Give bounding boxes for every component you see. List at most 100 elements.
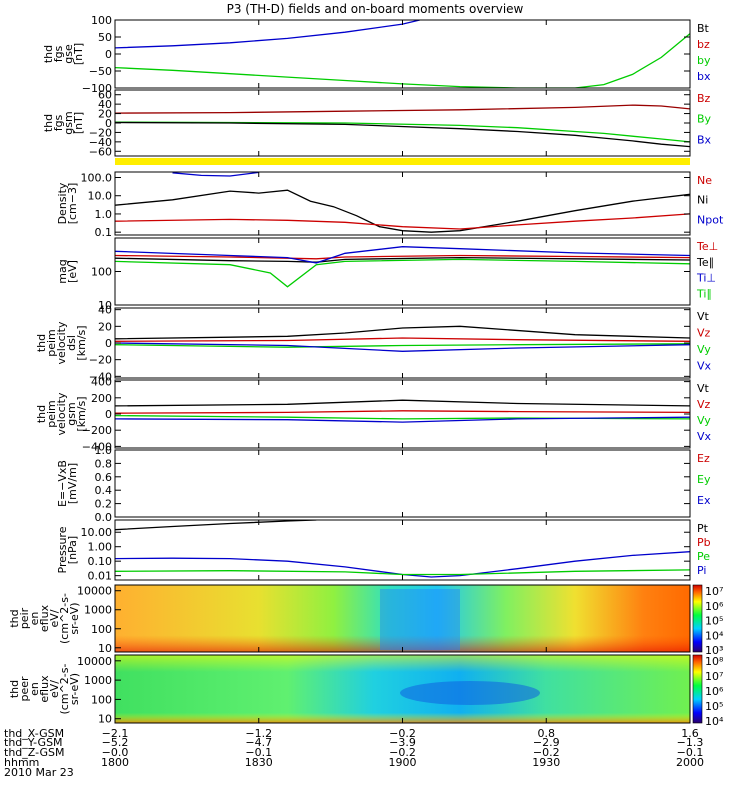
y-tick-label: 1000 <box>84 674 112 687</box>
ephemeris-row-label: hhmm <box>4 756 39 769</box>
y-tick-label: 0.4 <box>95 484 113 497</box>
y-tick-label: 100.0 <box>81 171 113 184</box>
y-axis-label: Density <box>56 182 69 224</box>
series-density-Npot <box>172 172 259 177</box>
series-velocity_dsl-Vx <box>115 342 690 352</box>
panel-frame <box>114 307 691 379</box>
legend-density: Ne <box>697 174 712 187</box>
plot-title: P3 (TH-D) fields and on-board moments ov… <box>227 2 524 16</box>
legend-density: Ni <box>697 194 708 207</box>
legend-velocity_dsl: Vz <box>697 327 711 340</box>
series-velocity_dsl-Vt <box>115 325 690 340</box>
series-fgs_gsm-Bz <box>115 104 690 114</box>
y-tick-label: 0.2 <box>95 498 113 511</box>
y-axis-label: [km/s] <box>75 396 88 431</box>
y-tick-label: 10.00 <box>81 526 113 539</box>
legend-fgs_gse: bz <box>697 38 710 51</box>
quality-flag-bar <box>115 158 690 165</box>
ephemeris-value: 2000 <box>676 756 704 769</box>
y-axis-label: fgs <box>52 114 65 131</box>
y-axis-label: en <box>28 612 41 626</box>
ephemeris-date: 2010 Mar 23 <box>4 766 74 779</box>
y-tick-label: 0.6 <box>95 471 113 484</box>
colorbar-label: 10⁴ <box>705 629 724 642</box>
series-fgs_gse-bx <box>115 20 420 49</box>
y-tick-label: −400 <box>82 440 112 453</box>
ephemeris-value: −0.0 <box>102 746 129 759</box>
series-velocity_gsm-Vt <box>115 399 690 407</box>
ephemeris-table: thd_X-GSM −2.1 −1.2 −0.2 0.8 1.6 thd_Y-GSM −5.2… <box>4 727 704 779</box>
y-axis-label: [nT] <box>72 112 85 134</box>
ephemeris-value: 0.8 <box>538 727 556 740</box>
y-tick-label: 20 <box>98 108 112 121</box>
ephemeris-value: 1830 <box>245 756 273 769</box>
y-axis-label: en <box>28 682 41 696</box>
y-tick-label: 40 <box>98 98 112 111</box>
y-axis-label: peir <box>18 607 31 629</box>
y-axis-label: (cm^2-s- <box>58 593 71 644</box>
ephemeris-row-label: thd_Z-GSM <box>4 746 64 759</box>
y-axis-label: fgs <box>52 45 65 62</box>
y-tick-label: −20 <box>89 354 112 367</box>
series-velocity_dsl-Vy <box>115 343 690 348</box>
y-axis-label: eflux <box>38 604 51 632</box>
y-tick-label: 1.0 <box>95 444 113 457</box>
y-axis-label: [km/s] <box>75 325 88 360</box>
y-axis-label: E=−VxB <box>56 460 69 507</box>
y-tick-label: −40 <box>89 136 112 149</box>
ephemeris-value: −2.9 <box>533 736 560 749</box>
legend-fgs_gse: Bt <box>697 22 710 35</box>
spectrogram-peer: 10000 1000 100 10 thdpeerenefluxeV/(cm^2-s-s… <box>8 654 724 728</box>
spectrogram-overlay <box>115 655 690 723</box>
y-tick-label: 200 <box>91 392 112 405</box>
colorbar-label: 10⁷ <box>705 585 723 598</box>
y-axis-label: thd <box>35 334 48 352</box>
y-tick-label: 10 <box>98 299 112 312</box>
legend-temp: Te⊥ <box>696 240 718 253</box>
spectrogram-low-flux <box>400 681 540 705</box>
legend-fgs_gse: bx <box>697 70 711 83</box>
series-density-Ne <box>115 213 690 230</box>
colorbar <box>692 654 703 724</box>
series-velocity_gsm-Vx <box>115 416 690 423</box>
legend-velocity_gsm: Vx <box>697 430 712 443</box>
legend-pressure: Pi <box>697 564 706 577</box>
y-axis-label: mag <box>56 259 69 283</box>
y-tick-label: −50 <box>89 65 112 78</box>
ephemeris-row-label: thd_X-GSM <box>4 727 64 740</box>
legend-velocity_gsm: Vz <box>697 398 711 411</box>
ephemeris-value: 1.6 <box>681 727 699 740</box>
ephemeris-value: −3.9 <box>389 736 416 749</box>
ephemeris-value: −0.1 <box>245 746 272 759</box>
y-axis-label: eflux <box>38 675 51 703</box>
spectrogram-low-flux <box>380 589 460 650</box>
panel-frame <box>114 171 691 236</box>
ephemeris-value: −0.1 <box>677 746 704 759</box>
y-tick-label: 10000 <box>77 585 112 598</box>
y-axis-label: thd <box>8 609 21 627</box>
y-tick-label: 0 <box>105 48 112 61</box>
legend-velocity_dsl: Vt <box>697 310 710 323</box>
ephemeris-value: −4.7 <box>245 736 272 749</box>
y-tick-label: 50 <box>98 31 112 44</box>
y-axis-label: gsm <box>65 402 78 425</box>
y-tick-label: −40 <box>89 370 112 383</box>
y-axis-label: [nPa] <box>66 536 79 564</box>
ephemeris-value: −0.2 <box>533 746 560 759</box>
legend-temp: Ti∥ <box>696 287 712 300</box>
colorbar-label: 10⁷ <box>705 670 723 683</box>
series-temp-Ti⊥ <box>115 246 690 264</box>
y-tick-label: 10000 <box>77 655 112 668</box>
legend-efield: Ex <box>697 494 711 507</box>
panel-density: 100.0 10.0 1.0 0.1 Density[cm−3] Ne Ni Npot <box>56 171 724 239</box>
ephemeris-row-label: thd_Y-GSM <box>4 736 63 749</box>
y-axis-label: gse <box>62 44 75 64</box>
y-axis-label: [eV] <box>66 260 79 283</box>
colorbar <box>692 584 703 653</box>
ephemeris-value: −0.2 <box>389 727 416 740</box>
series-pressure-Pi <box>115 551 690 578</box>
legend-pressure: Pt <box>697 522 709 535</box>
